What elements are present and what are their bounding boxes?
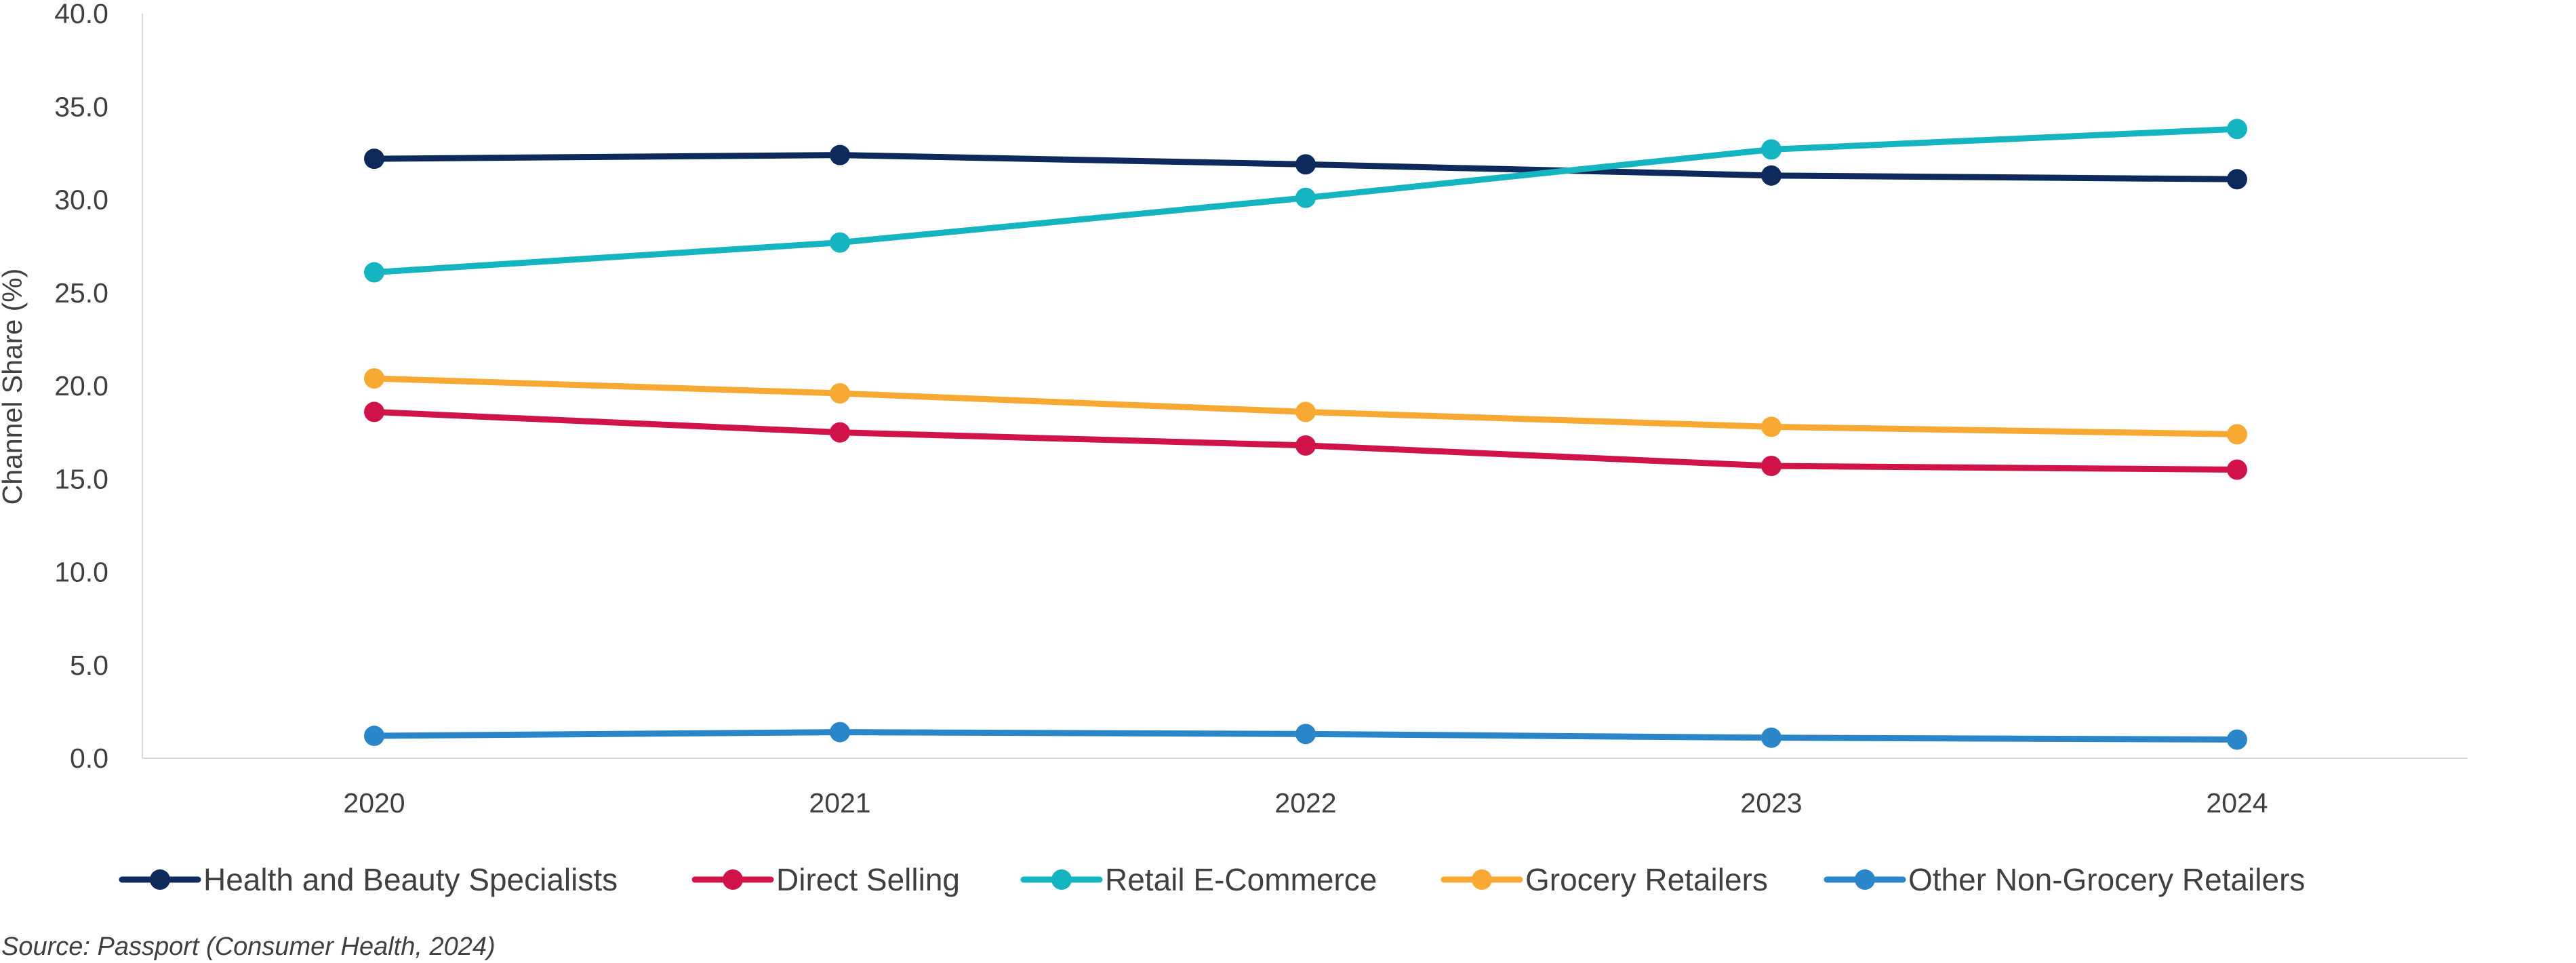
data-point: [830, 144, 850, 165]
legend-label: Health and Beauty Specialists: [203, 862, 618, 897]
data-point: [1761, 139, 1782, 160]
y-tick-label: 5.0: [70, 650, 108, 681]
legend-swatch-marker: [723, 869, 743, 890]
x-tick-labels: 2020 2021 2022 2023 2024: [343, 787, 2268, 819]
data-point: [364, 262, 384, 283]
data-point: [830, 232, 850, 253]
data-point: [2227, 459, 2247, 480]
legend-swatch-marker: [1051, 869, 1072, 890]
x-tick-label: 2021: [809, 787, 870, 819]
legend-swatch-marker: [1472, 869, 1492, 890]
y-tick-label: 15.0: [54, 463, 108, 494]
data-point: [2227, 729, 2247, 750]
data-point: [830, 422, 850, 443]
legend: Health and Beauty Specialists Direct Sell…: [119, 862, 2305, 897]
data-point: [2227, 119, 2247, 140]
data-point: [830, 722, 850, 743]
data-point: [1761, 416, 1782, 437]
x-tick-label: 2020: [343, 787, 405, 819]
y-tick-labels: 0.0 5.0 10.0 15.0 20.0 25.0 30.0 35.0 40.0: [54, 0, 108, 774]
y-tick-label: 25.0: [54, 277, 108, 309]
x-tick-label: 2022: [1274, 787, 1336, 819]
data-point: [1295, 401, 1316, 422]
data-point: [830, 382, 850, 404]
data-point: [2227, 424, 2247, 445]
data-point: [364, 726, 384, 747]
y-tick-label: 10.0: [54, 557, 108, 588]
data-point: [364, 149, 384, 170]
legend-swatch-marker: [1855, 869, 1875, 890]
axes: [142, 14, 2468, 759]
legend-label: Direct Selling: [776, 862, 960, 897]
data-point: [1761, 456, 1782, 477]
data-point: [1295, 187, 1316, 208]
data-point: [364, 401, 384, 422]
x-tick-label: 2023: [1740, 787, 1802, 819]
data-point: [1295, 435, 1316, 456]
y-tick-label: 20.0: [54, 370, 108, 401]
data-point: [364, 368, 384, 389]
data-point: [1295, 724, 1316, 745]
legend-label: Grocery Retailers: [1525, 862, 1768, 897]
series-lines: [364, 119, 2247, 750]
legend-label: Other Non-Grocery Retailers: [1908, 862, 2305, 897]
x-tick-label: 2024: [2206, 787, 2268, 819]
y-axis-title-group: Channel Share (%): [0, 269, 28, 505]
y-axis-title: Channel Share (%): [0, 269, 28, 505]
y-tick-label: 30.0: [54, 184, 108, 216]
y-tick-label: 0.0: [70, 743, 108, 774]
data-point: [1761, 165, 1782, 186]
y-tick-label: 40.0: [54, 0, 108, 29]
data-point: [1295, 154, 1316, 175]
legend-swatch-marker: [150, 869, 170, 890]
data-point: [2227, 169, 2247, 190]
y-tick-label: 35.0: [54, 91, 108, 122]
source-note: Source: Passport (Consumer Health, 2024): [1, 932, 496, 961]
legend-label: Retail E-Commerce: [1105, 862, 1377, 897]
data-point: [1761, 727, 1782, 748]
